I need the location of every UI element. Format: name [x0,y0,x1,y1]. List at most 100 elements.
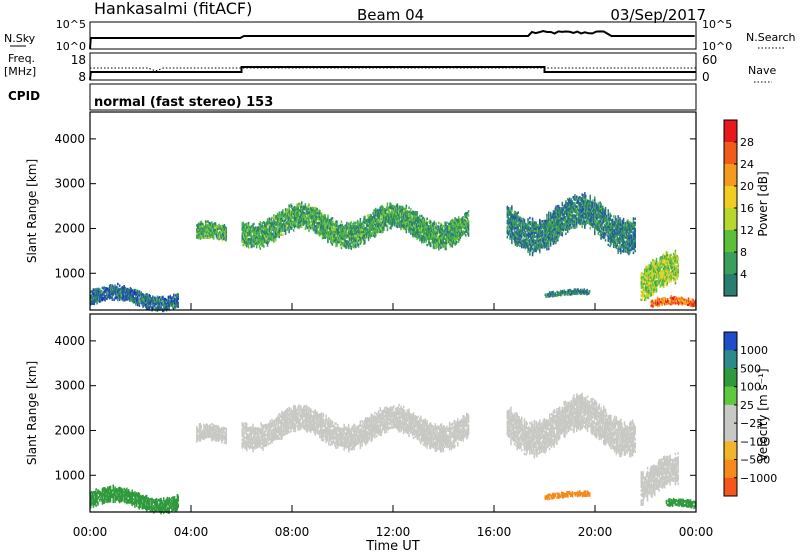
data-cell [536,230,538,233]
data-cell [406,216,408,219]
data-cell [206,228,209,231]
data-cell [355,237,357,241]
data-cell [406,218,408,221]
data-cell [383,224,385,227]
data-cell [220,233,222,236]
data-cell [318,209,320,212]
data-cell [314,213,316,216]
data-cell [458,218,461,221]
data-cell [389,222,391,225]
data-cell [312,228,315,232]
data-cell [334,230,336,234]
data-cell [346,236,348,239]
data-cell [362,236,364,240]
data-cell [363,226,365,229]
data-cell [335,220,337,223]
data-cell [201,226,203,229]
data-cell [316,211,318,215]
data-cell [320,216,323,220]
data-cell [624,221,627,225]
data-cell [291,223,293,226]
data-cell [320,212,322,215]
data-cell [386,212,389,215]
data-cell [440,243,443,247]
data-cell [265,233,268,237]
data-cell [209,236,211,239]
data-cell [396,225,399,229]
data-cell [329,221,331,224]
data-cell [415,211,417,214]
data-cell [284,222,287,225]
data-cell [218,235,220,239]
data-cell [365,237,367,240]
data-cell [391,224,393,228]
data-cell [430,227,433,230]
data-cell [316,230,318,233]
nsky-tick-bottom: 10^0 [56,40,86,53]
data-cell [255,228,257,231]
data-cell [256,242,259,246]
data-cell [390,225,392,228]
data-cell [333,235,335,238]
data-cell [372,212,374,215]
data-cell [220,237,222,240]
data-cell [401,218,403,221]
data-cell [310,227,312,230]
data-cell [312,214,315,218]
data-cell [263,227,265,230]
data-cell [210,229,212,232]
data-cell [381,226,383,230]
data-cell [331,233,334,236]
data-cell [394,221,397,224]
data-cell [420,227,422,230]
data-cell [243,229,245,233]
data-cell [434,235,436,239]
data-region [640,249,679,302]
data-cell [331,237,334,240]
data-cell [216,230,218,234]
data-cell [411,217,413,220]
data-cell [320,214,322,217]
data-cell [321,226,324,230]
data-cell [405,212,408,216]
data-cell [196,228,199,231]
data-cell [321,216,324,220]
data-cell [290,209,292,212]
data-cell [360,234,362,238]
data-cell [296,211,298,214]
data-cell [325,222,327,225]
data-cell [283,219,286,222]
data-cell [255,238,257,241]
data-cell [293,215,296,219]
data-cell [370,234,372,237]
data-cell [365,231,367,234]
data-cell [225,239,227,242]
data-cell [393,217,395,220]
data-cell [384,218,386,221]
data-cell [280,223,282,226]
data-cell [369,219,372,223]
data-cell [312,208,315,212]
data-cell [418,230,420,233]
data-cell [363,236,365,239]
data-cell [369,213,372,217]
data-cell [422,222,425,226]
data-cell [356,223,359,227]
data-cell [263,221,265,224]
data-cell [348,234,351,238]
data-cell [420,229,422,232]
data-cell [384,217,387,221]
data-cell [410,220,412,223]
data-cell [310,212,312,216]
data-cell [320,224,322,227]
data-cell [373,213,375,217]
data-cell [394,213,397,216]
data-cell [430,222,432,226]
data-cell [268,237,271,240]
data-cell [388,216,390,219]
data-cell [353,229,355,233]
data-cell [359,226,362,229]
data-cell [348,236,351,240]
data-cell [379,206,381,209]
data-cell [213,227,215,230]
